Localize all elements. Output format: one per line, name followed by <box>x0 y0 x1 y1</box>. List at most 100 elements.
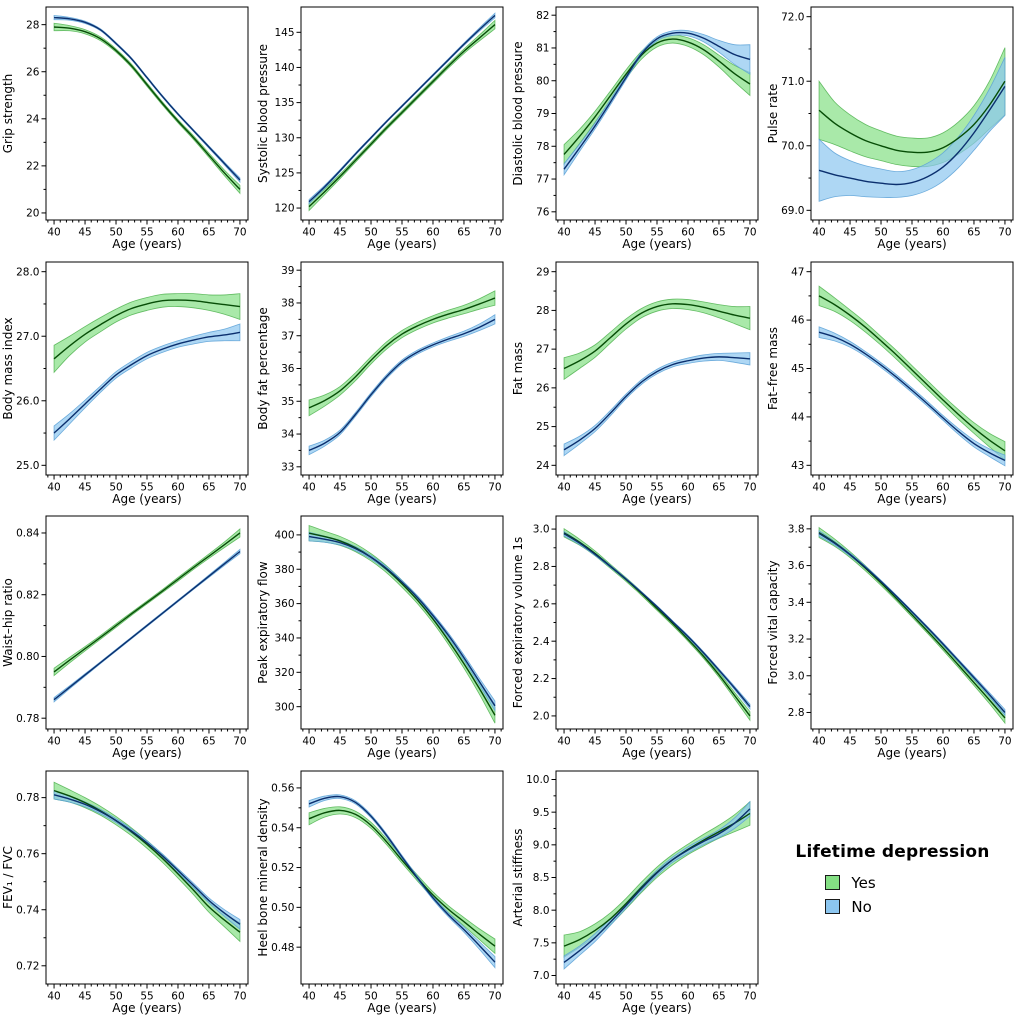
y-tick-label: 27.0 <box>16 330 39 342</box>
legend-item-no: No <box>825 898 989 916</box>
x-axis-title: Age (years) <box>112 746 181 760</box>
mean-line-no <box>53 793 241 925</box>
y-tick-label: 45 <box>791 363 804 375</box>
x-tick-label: 50 <box>364 227 377 239</box>
ci-bands <box>563 298 751 456</box>
y-tick-label: 0.78 <box>16 713 39 725</box>
x-axis: 40 45 50 55 60 65 70 Age (years) <box>47 983 247 1015</box>
y-axis-title: Fat mass <box>511 341 525 394</box>
chart-panel-systolic-blood-pressure: 40 45 50 55 60 65 70 Age (years) 120 125 130 135 140… <box>255 0 510 255</box>
chart-svg: 40 45 50 55 60 65 70 Age (years) 33 34 35 36 37 38 39 B… <box>256 261 504 506</box>
x-tick-label: 40 <box>812 736 825 748</box>
chart-panel-forced-expiratory-volume-1s: 40 45 50 55 60 65 70 Age (years) 2.0 2.2 2.4 2.6 2.8… <box>510 509 765 764</box>
x-tick-label: 40 <box>812 481 825 493</box>
legend-label-yes: Yes <box>851 873 876 892</box>
y-tick-label: 43 <box>791 459 804 471</box>
y-tick-label: 380 <box>274 564 294 576</box>
y-tick-label: 125 <box>274 168 294 180</box>
ci-band-yes <box>563 800 751 958</box>
x-tick-label: 40 <box>557 481 570 493</box>
x-tick-label: 70 <box>743 736 756 748</box>
x-tick-label: 60 <box>426 481 439 493</box>
y-tick-label: 28.0 <box>16 266 39 278</box>
y-tick-label: 82 <box>536 10 549 22</box>
y-tick-label: 20 <box>26 208 39 220</box>
y-tick-label: 135 <box>274 97 294 109</box>
x-tick-label: 40 <box>47 990 60 1002</box>
y-tick-label: 2.2 <box>533 673 550 685</box>
mean-line-yes <box>308 809 496 947</box>
x-tick-label: 50 <box>619 481 632 493</box>
x-axis-title: Age (years) <box>622 746 691 760</box>
x-axis-title: Age (years) <box>112 237 181 251</box>
y-tick-label: 78 <box>536 141 549 153</box>
y-tick-label: 3.4 <box>788 597 805 609</box>
y-tick-label: 36 <box>281 363 295 375</box>
y-tick-label: 22 <box>26 160 39 172</box>
y-tick-label: 8.0 <box>533 904 550 916</box>
y-tick-label: 0.74 <box>16 904 40 916</box>
x-tick-label: 45 <box>78 481 91 493</box>
chart-panel-body-fat-percentage: 40 45 50 55 60 65 70 Age (years) 33 34 35 36 37 38 39 B… <box>255 255 510 510</box>
mean-line-no <box>818 86 1006 186</box>
y-axis: 120 125 130 135 140 145 Systolic blood pressur… <box>256 27 301 215</box>
x-tick-label: 55 <box>650 736 663 748</box>
y-tick-label: 2.6 <box>533 598 550 610</box>
x-tick-label: 55 <box>395 990 408 1002</box>
y-tick-label: 69.0 <box>781 205 804 217</box>
y-axis: 0.72 0.74 0.76 0.78 FEV₁ / FVC <box>1 792 46 972</box>
chart-svg: 40 45 50 55 60 65 70 Age (years) 0.48 0.50 0.52 0.5… <box>256 770 504 1015</box>
y-axis-title: Waist–hip ratio <box>1 578 15 667</box>
y-tick-label: 9.0 <box>533 839 550 851</box>
mean-line-yes <box>563 302 751 369</box>
mean-line-yes <box>818 294 1006 451</box>
mean-line-no <box>53 550 241 701</box>
chart-svg: 40 45 50 55 60 65 70 Age (years) 300 320 340 360 380… <box>256 515 504 760</box>
x-tick-label: 65 <box>967 227 980 239</box>
ci-bands <box>53 528 241 703</box>
y-tick-label: 0.56 <box>271 782 295 794</box>
x-axis-title: Age (years) <box>877 492 946 506</box>
ci-bands <box>818 47 1006 202</box>
y-axis-title: Forced vital capacity <box>766 560 780 684</box>
x-axis: 40 45 50 55 60 65 70 Age (years) <box>302 474 502 506</box>
y-tick-label: 38 <box>281 297 294 309</box>
y-axis: 76 77 78 79 80 81 82 Diastolic blood pressure <box>511 10 556 218</box>
y-axis: 2.0 2.2 2.4 2.6 2.8 3.0 Forced expiratory volu… <box>511 524 556 723</box>
x-tick-label: 40 <box>557 736 570 748</box>
ci-band-no <box>563 29 751 177</box>
x-tick-label: 65 <box>202 227 215 239</box>
x-tick-label: 70 <box>998 481 1011 493</box>
y-axis-title: Fat–free mass <box>766 327 780 410</box>
mean-line-yes <box>53 298 241 359</box>
x-tick-label: 60 <box>681 736 694 748</box>
x-tick-label: 65 <box>202 481 215 493</box>
x-tick-label: 55 <box>140 481 153 493</box>
x-tick-label: 45 <box>843 227 856 239</box>
x-tick-label: 65 <box>967 481 980 493</box>
y-axis: 2.8 3.0 3.2 3.4 3.6 3.8 Forced vital capacity <box>766 523 811 719</box>
y-tick-label: 9.5 <box>533 806 550 818</box>
ci-band-yes <box>308 19 496 212</box>
x-axis-title: Age (years) <box>112 1001 181 1015</box>
mean-line-no <box>563 807 751 963</box>
x-axis-title: Age (years) <box>367 237 436 251</box>
mean-line-yes <box>54 26 241 190</box>
mean-line-yes <box>308 24 496 208</box>
mean-line-yes <box>818 531 1006 719</box>
x-axis-title: Age (years) <box>622 492 691 506</box>
x-axis-title: Age (years) <box>877 746 946 760</box>
x-tick-label: 45 <box>333 481 346 493</box>
x-tick-label: 50 <box>619 736 632 748</box>
y-tick-label: 0.82 <box>16 589 39 601</box>
y-axis-title: Diastolic blood pressure <box>511 41 525 185</box>
x-tick-label: 50 <box>874 481 887 493</box>
y-tick-label: 71.0 <box>781 76 804 88</box>
y-axis: 69.0 70.0 71.0 72.0 Pulse rate <box>766 11 811 217</box>
mean-line-yes <box>563 532 751 717</box>
chart-svg: 40 45 50 55 60 65 70 Age (years) 25.0 26.0 27.0 28.… <box>1 261 249 506</box>
y-tick-label: 320 <box>274 667 294 679</box>
x-tick-label: 40 <box>47 481 60 493</box>
y-axis: 7.0 7.5 8.0 8.5 9.0 9.5 10.0 Arterial stiffness <box>511 774 556 982</box>
x-tick-label: 55 <box>905 227 918 239</box>
